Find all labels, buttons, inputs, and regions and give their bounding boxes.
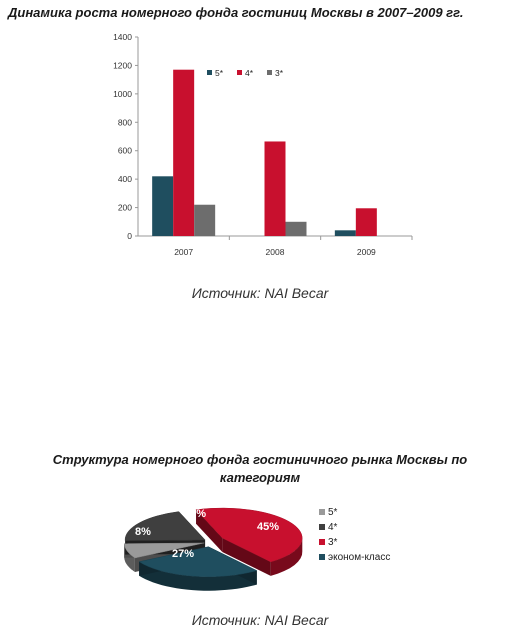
bar-2007-5* bbox=[152, 176, 174, 236]
legend-swatch-5* bbox=[207, 70, 212, 75]
y-tick-label: 400 bbox=[118, 174, 132, 184]
pie-slice-5* bbox=[123, 542, 205, 559]
pie-chart-source: Источник: NAI Becar bbox=[191, 612, 329, 628]
x-tick-label: 2007 bbox=[174, 247, 193, 257]
pie-legend-swatch-4* bbox=[319, 524, 325, 530]
x-tick-label: 2009 bbox=[357, 247, 376, 257]
pie-chart: 8% 20% 45% 27% 5* 4* 3* эконом-класс bbox=[123, 507, 390, 591]
y-tick-label: 1200 bbox=[113, 60, 132, 70]
legend-label-3*: 3* bbox=[275, 68, 284, 78]
x-tick-label: 2008 bbox=[266, 247, 285, 257]
y-tick-label: 1400 bbox=[113, 32, 132, 42]
pie-slice-3* bbox=[195, 507, 303, 563]
bar-chart-source: Источник: NAI Becar bbox=[191, 285, 329, 301]
legend-label-4*: 4* bbox=[245, 68, 254, 78]
pie-label-3*: 45% bbox=[257, 521, 279, 533]
pie-legend-label-4*: 4* bbox=[328, 522, 338, 533]
bar-chart-title: Динамика роста номерного фонда гостиниц … bbox=[8, 5, 464, 20]
pie-slice-4* bbox=[124, 511, 206, 541]
pie-legend-swatch-3* bbox=[319, 539, 325, 545]
bar-2009-4* bbox=[355, 208, 377, 236]
bar-chart: 0 200 400 600 800 1000 1200 1400 2007 2008 2009 5* 4… bbox=[113, 32, 413, 257]
bar-2007-3* bbox=[194, 204, 216, 236]
bar-2008-4* bbox=[264, 141, 286, 236]
pie-label-5*: 8% bbox=[135, 526, 151, 538]
y-tick-label: 0 bbox=[127, 231, 132, 241]
legend-label-5*: 5* bbox=[215, 68, 224, 78]
pie-chart-title: Структура номерного фонда гостиничного р… bbox=[52, 452, 468, 485]
pie-cut-3* bbox=[222, 538, 271, 576]
bar-2007-4* bbox=[173, 69, 195, 236]
pie-cut-3* bbox=[196, 509, 223, 553]
y-tick-label: 200 bbox=[118, 203, 132, 213]
pie-legend-label-3*: 3* bbox=[328, 537, 338, 548]
pie-legend-swatch-5* bbox=[319, 509, 325, 515]
pie-side-эконом-класс bbox=[139, 561, 257, 591]
pie-label-эконом-класс: 27% bbox=[172, 548, 194, 560]
bar-2009-5* bbox=[334, 230, 356, 236]
pie-legend-swatch-эконом-класс bbox=[319, 554, 325, 560]
pie-legend-label-эконом-класс: эконом-класс bbox=[328, 552, 390, 563]
pie-label-4*: 20% bbox=[184, 508, 206, 520]
legend-swatch-3* bbox=[267, 70, 272, 75]
legend-swatch-4* bbox=[237, 70, 242, 75]
bar-2008-3* bbox=[285, 221, 307, 236]
y-tick-label: 600 bbox=[118, 146, 132, 156]
pie-side-3* bbox=[270, 537, 303, 576]
y-tick-label: 800 bbox=[118, 117, 132, 127]
pie-legend-label-5*: 5* bbox=[328, 507, 338, 518]
pie-slice-эконом-класс bbox=[138, 546, 258, 577]
y-tick-label: 1000 bbox=[113, 89, 132, 99]
